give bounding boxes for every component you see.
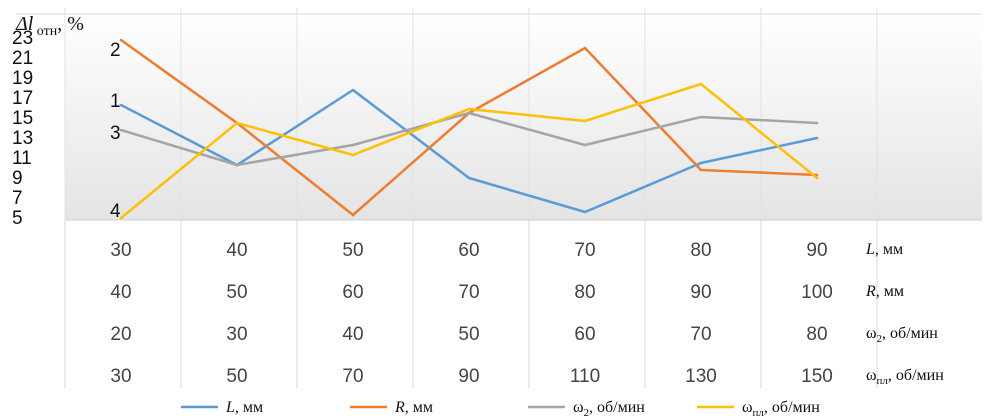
y-tick-label: 17	[12, 88, 33, 109]
data-point	[699, 161, 703, 165]
y-tick-label: 15	[12, 108, 33, 129]
plot-area	[65, 14, 982, 220]
data-point	[815, 121, 819, 125]
table-cell: 30	[110, 366, 131, 387]
legend-label: ω2, об/мин	[573, 399, 645, 418]
data-table: 30 40 50 60 70 80 90 L, мм 40 50 60 70 80 90 100 R, мм 2…	[110, 240, 944, 387]
table-cell: 40	[342, 324, 363, 345]
series-label: 2	[110, 40, 121, 61]
legend-label: ωпл, об/мин	[742, 399, 820, 418]
data-point	[351, 213, 355, 217]
data-point	[119, 128, 123, 132]
data-point	[583, 119, 587, 123]
table-cell: 80	[574, 282, 595, 303]
table-cell: 50	[458, 324, 479, 345]
legend-label: R, мм	[394, 399, 433, 416]
table-cell: 100	[801, 282, 833, 303]
table-cell: 70	[574, 240, 595, 261]
series-label: 3	[110, 123, 121, 144]
table-cell: 60	[458, 240, 479, 261]
series-label: 4	[110, 201, 121, 222]
data-point	[119, 38, 123, 42]
series-number-labels: 1 2 3 4	[110, 40, 121, 222]
data-point	[699, 168, 703, 172]
y-tick-label: 5	[12, 208, 23, 229]
data-point	[583, 210, 587, 214]
y-tick-label: 9	[12, 168, 23, 189]
table-row-label: L, мм	[865, 241, 903, 258]
data-point	[815, 136, 819, 140]
data-point	[467, 107, 471, 111]
table-cell: 30	[110, 240, 131, 261]
table-row-label: ω2, об/мин	[866, 325, 938, 345]
data-point	[815, 173, 819, 177]
data-point	[583, 143, 587, 147]
table-cell: 60	[342, 282, 363, 303]
y-tick-label: 13	[12, 128, 33, 149]
table-cell: 80	[806, 324, 827, 345]
legend: L, мм R, мм ω2, об/мин ωпл, об/мин	[181, 399, 820, 418]
y-tick-label: 7	[12, 188, 23, 209]
data-point	[815, 176, 819, 180]
data-point	[699, 115, 703, 119]
y-tick-label: 23	[12, 28, 33, 49]
table-cell: 150	[801, 366, 833, 387]
data-point	[119, 103, 123, 107]
table-cell: 70	[458, 282, 479, 303]
table-cell: 50	[226, 282, 247, 303]
table-cell: 50	[226, 366, 247, 387]
series-label: 1	[110, 91, 121, 112]
table-row-label: R, мм	[865, 283, 904, 300]
table-row-label: ωпл, об/мин	[866, 367, 944, 387]
table-cell: 60	[574, 324, 595, 345]
y-tick-label: 19	[12, 68, 33, 89]
table-cell: 90	[458, 366, 479, 387]
table-cell: 40	[226, 240, 247, 261]
data-point	[351, 88, 355, 92]
y-axis-title: Δl отн, %	[15, 13, 84, 39]
y-tick-label: 21	[12, 48, 33, 69]
table-cell: 30	[226, 324, 247, 345]
data-point	[351, 143, 355, 147]
table-cell: 90	[690, 282, 711, 303]
table-cell: 70	[690, 324, 711, 345]
table-cell: 70	[342, 366, 363, 387]
table-cell: 40	[110, 282, 131, 303]
legend-label: L, мм	[225, 399, 263, 416]
table-cell: 130	[685, 366, 717, 387]
data-point	[119, 216, 123, 220]
data-point	[699, 82, 703, 86]
table-cell: 20	[110, 324, 131, 345]
data-point	[235, 163, 239, 167]
data-point	[467, 111, 471, 115]
data-point	[583, 46, 587, 50]
table-cell: 80	[690, 240, 711, 261]
series-lines	[119, 38, 819, 220]
data-point	[467, 176, 471, 180]
y-tick-label: 11	[12, 148, 32, 169]
data-table-grid	[64, 220, 878, 388]
table-cell: 110	[570, 366, 600, 387]
data-point	[235, 121, 239, 125]
data-point	[351, 153, 355, 157]
table-cell: 90	[806, 240, 827, 261]
table-cell: 50	[342, 240, 363, 261]
